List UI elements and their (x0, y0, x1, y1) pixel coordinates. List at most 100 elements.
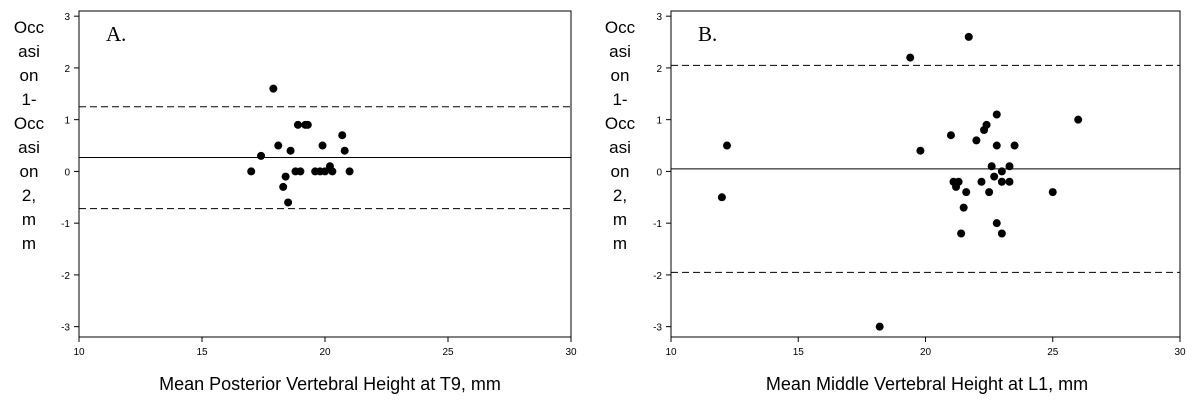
y-tick-label: 0 (656, 167, 662, 178)
data-point (977, 177, 986, 186)
y-tick-label: 1 (656, 116, 662, 127)
data-point (1074, 115, 1083, 124)
y-axis-label-line: on (19, 162, 39, 181)
x-tick-label: 30 (565, 347, 577, 358)
y-tick-label: -1 (61, 219, 70, 230)
data-point (992, 141, 1001, 150)
data-point (303, 120, 312, 129)
data-point (959, 203, 968, 212)
y-axis-label-line: 1- (21, 90, 37, 109)
y-tick-label: -3 (653, 323, 662, 334)
x-tick-label: 30 (1174, 347, 1186, 358)
data-point (990, 172, 999, 181)
data-point (916, 146, 925, 155)
y-axis-label: Occ asi on 1- Occ asi on 2, m m (6, 16, 52, 256)
data-point (997, 229, 1006, 238)
y-axis-label-line: Occ (13, 114, 45, 133)
data-point (321, 167, 329, 176)
scatter-plot-a: 10 15 20 25 30 -3 -2 -1 0 1 2 3 A. (61, 10, 577, 358)
y-axis-label-line: m (21, 234, 37, 253)
scatter-plot-b: 10 15 20 25 30 -3 -2 -1 0 1 2 3 B. (653, 10, 1186, 358)
x-tick-label: 15 (793, 347, 805, 358)
y-tick-label: 2 (656, 64, 662, 75)
data-point (997, 167, 1006, 176)
data-point (269, 84, 278, 93)
x-tick-label: 10 (73, 347, 85, 358)
data-point (296, 167, 305, 176)
y-axis-label: Occ asi on 1- Occ asi on 2, m m (597, 16, 643, 256)
data-point (286, 146, 295, 155)
y-axis-label-line: asi (609, 138, 631, 157)
y-axis-label-line: Occ (604, 18, 636, 37)
y-axis-label-line: 2, (21, 186, 37, 205)
y-axis-label-line: 2, (612, 186, 628, 205)
x-axis-label: Mean Posterior Vertebral Height at T9, m… (159, 374, 501, 394)
data-point (982, 120, 991, 129)
y-axis-label-line: asi (18, 42, 40, 61)
data-point (281, 172, 290, 181)
data-point (957, 229, 966, 238)
y-tick-label: -2 (653, 271, 662, 282)
y-axis-label-line: on (610, 162, 630, 181)
data-point (247, 167, 256, 176)
y-tick-label: -1 (653, 219, 662, 230)
panel-letter: B. (698, 22, 717, 46)
data-point (338, 131, 347, 140)
data-point (1010, 141, 1019, 150)
data-point (985, 188, 994, 197)
y-axis-label-line: Occ (604, 114, 636, 133)
data-point (964, 32, 973, 41)
data-point (274, 141, 283, 150)
data-point (1005, 177, 1014, 186)
y-axis-label-line: on (19, 66, 39, 85)
data-point (992, 110, 1001, 119)
data-point (997, 177, 1006, 186)
panel-letter: A. (106, 22, 126, 46)
data-point (962, 188, 971, 197)
y-axis-label-line: on (610, 66, 630, 85)
data-point (257, 151, 266, 160)
data-point (992, 219, 1001, 228)
y-axis-label-line: 1- (612, 90, 628, 109)
data-point (717, 193, 726, 202)
plot-frame (670, 10, 1181, 338)
data-point (328, 167, 337, 176)
data-point (293, 120, 302, 129)
y-axis-label-line: asi (18, 138, 40, 157)
data-point (954, 177, 963, 186)
x-tick-label: 10 (665, 347, 677, 358)
chart-panel-a: Occ asi on 1- Occ asi on 2, m m 10 15 20 25… (0, 0, 590, 405)
x-tick-label: 20 (920, 347, 932, 358)
data-point (1005, 162, 1014, 171)
x-axis-label: Mean Middle Vertebral Height at L1, mm (765, 374, 1089, 394)
y-tick-label: 3 (64, 12, 70, 23)
y-tick-label: 3 (656, 12, 662, 23)
y-axis-label-line: Occ (13, 18, 45, 37)
x-tick-label: 15 (196, 347, 208, 358)
y-tick-label: 1 (64, 116, 70, 127)
y-axis-label-line: m (612, 234, 628, 253)
data-point (946, 131, 955, 140)
y-tick-label: 2 (64, 64, 70, 75)
data-point (972, 136, 981, 145)
data-point (906, 53, 915, 62)
data-point (279, 182, 288, 191)
y-axis-label-line: m (612, 210, 628, 229)
data-point (722, 141, 731, 150)
y-axis-label-line: m (21, 210, 37, 229)
data-point (987, 162, 996, 171)
x-tick-label: 25 (1047, 347, 1059, 358)
data-point (1048, 188, 1057, 197)
data-point (284, 198, 293, 207)
data-point (345, 167, 354, 176)
data-point (875, 322, 884, 331)
y-tick-label: -3 (61, 323, 70, 334)
x-tick-label: 25 (442, 347, 454, 358)
y-tick-label: -2 (61, 271, 70, 282)
x-tick-label: 20 (319, 347, 331, 358)
data-point (340, 146, 349, 155)
y-axis-label-line: asi (609, 42, 631, 61)
chart-panel-b: Occ asi on 1- Occ asi on 2, m m 10 15 20 25… (597, 0, 1187, 405)
data-point (318, 141, 327, 150)
y-tick-label: 0 (64, 167, 70, 178)
